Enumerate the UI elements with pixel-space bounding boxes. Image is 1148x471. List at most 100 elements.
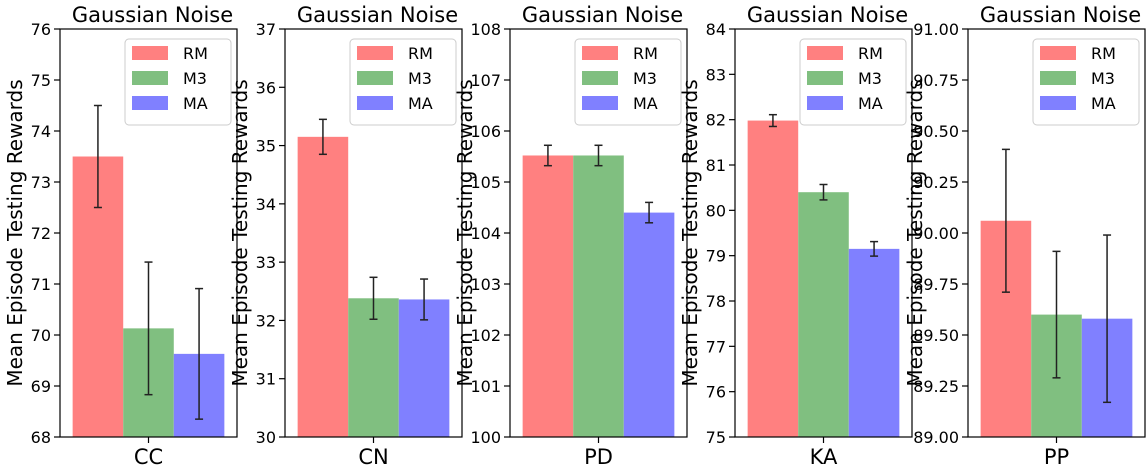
legend: RM M3 MA [349,38,457,126]
error-bar-m3 [144,261,153,396]
y-tick-label: 89.50 [913,326,959,345]
legend-swatch-ma [357,96,393,110]
error-bar-ma [645,201,654,224]
chart-panel-cn: 30 31 32 33 34 35 36 37 CN Gaussian Noise Mean Epi… [228,3,463,469]
legend-swatch-rm [582,46,618,60]
chart-panel-pp: 89.00 89.25 89.50 89.75 90.00 90.25 90.50 90.75… [903,3,1146,469]
x-tick-label: KA [810,445,838,469]
y-tick-label: 81 [706,156,726,175]
legend-swatch-ma [582,96,618,110]
y-tick-label: 35 [256,137,276,156]
error-bar-m3 [594,144,603,167]
chart-title: Gaussian Noise [522,3,683,27]
y-tick-label: 34 [256,195,276,214]
y-tick-label: 102 [470,326,501,345]
y-tick-label: 82 [706,111,726,130]
y-tick-label: 108 [470,20,501,39]
y-tick-label: 76 [31,20,51,39]
legend-swatch-m3 [132,71,168,85]
error-bar-m3 [1052,250,1061,379]
y-tick-label: 80 [706,201,726,220]
legend-swatch-ma [132,96,168,110]
bar-rm [522,155,574,438]
bar-rm [747,120,799,437]
legend-label-m3: M3 [858,69,882,88]
y-axis-label: Mean Episode Testing Rewards [228,79,252,386]
legend-label-rm: RM [633,44,658,63]
legend-label-rm: RM [183,44,208,63]
legend: RM M3 MA [574,38,682,126]
legend-label-m3: M3 [408,69,432,88]
y-axis-label: Mean Episode Testing Rewards [3,79,27,386]
y-tick-label: 90.00 [913,224,959,243]
y-tick-label: 70 [31,326,51,345]
error-bar-rm [543,144,552,167]
y-tick-label: 73 [31,173,51,192]
legend: RM M3 MA [1032,38,1140,126]
legend-swatch-m3 [1040,71,1076,85]
legend: RM M3 MA [124,38,232,126]
y-tick-label: 75 [706,428,726,447]
error-bar-rm [1001,148,1010,293]
legend-swatch-m3 [582,71,618,85]
y-tick-label: 89.00 [913,428,959,447]
y-tick-label: 32 [256,311,276,330]
y-tick-label: 31 [256,370,276,389]
legend: RM M3 MA [799,38,907,126]
y-tick-label: 106 [470,122,501,141]
chart-title: Gaussian Noise [72,3,233,27]
y-tick-label: 91.00 [913,20,959,39]
y-tick-label: 100 [470,428,501,447]
legend-label-ma: MA [183,94,208,113]
legend-label-rm: RM [1091,44,1116,63]
y-axis-label: Mean Episode Testing Rewards [453,79,477,386]
legend-label-ma: MA [858,94,883,113]
x-tick-label: PP [1044,445,1069,469]
y-tick-label: 68 [31,428,51,447]
y-tick-label: 90.50 [913,122,959,141]
y-tick-label: 107 [470,71,501,90]
chart-title: Gaussian Noise [747,3,908,27]
bar-rm [297,136,349,437]
error-bar-ma [195,287,204,420]
x-tick-label: CN [358,445,388,469]
bar-ma [848,248,900,437]
y-tick-label: 105 [470,173,501,192]
legend-label-ma: MA [633,94,658,113]
legend-label-m3: M3 [633,69,657,88]
x-tick-label: CC [134,445,163,469]
y-tick-label: 90.25 [913,173,959,192]
y-tick-label: 33 [256,253,276,272]
y-axis-label: Mean Episode Testing Rewards [903,79,927,386]
x-tick-label: PD [584,445,613,469]
y-tick-label: 104 [470,224,501,243]
error-bar-ma [1103,234,1112,404]
legend-label-m3: M3 [183,69,207,88]
y-tick-label: 78 [706,292,726,311]
chart-panel-pd: 100 101 102 103 104 105 106 107 108 PD Gaussian No… [453,3,688,469]
y-tick-label: 74 [31,122,51,141]
bar-ma [623,212,675,437]
y-tick-label: 77 [706,337,726,356]
y-tick-label: 76 [706,383,726,402]
y-tick-label: 101 [470,377,501,396]
error-bar-rm [768,113,777,128]
y-tick-label: 89.25 [913,377,959,396]
bar-m3 [573,155,624,438]
legend-swatch-rm [1040,46,1076,60]
y-tick-label: 84 [706,20,726,39]
y-tick-label: 75 [31,71,51,90]
chart-panel-cc: 68 69 70 71 72 73 74 75 76 CC Gaussian Noise Mean E… [3,3,238,469]
error-bar-rm [93,104,102,209]
legend-swatch-rm [807,46,843,60]
legend-label-rm: RM [858,44,883,63]
y-tick-label: 30 [256,428,276,447]
bar-ma [398,299,450,437]
legend-label-ma: MA [408,94,433,113]
y-tick-label: 103 [470,275,501,294]
y-tick-label: 36 [256,78,276,97]
error-bar-rm [318,118,327,156]
legend-swatch-rm [357,46,393,60]
y-tick-label: 71 [31,275,51,294]
legend-label-ma: MA [1091,94,1116,113]
